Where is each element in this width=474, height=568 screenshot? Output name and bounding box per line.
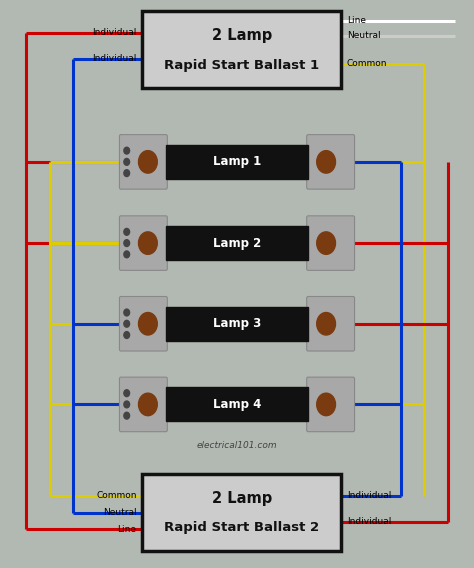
Text: 2 Lamp: 2 Lamp — [211, 491, 272, 506]
Circle shape — [124, 401, 129, 408]
FancyBboxPatch shape — [166, 307, 308, 341]
Circle shape — [124, 309, 129, 316]
FancyBboxPatch shape — [119, 135, 167, 189]
Circle shape — [317, 393, 336, 416]
Circle shape — [317, 232, 336, 254]
Circle shape — [124, 170, 129, 177]
Circle shape — [124, 390, 129, 396]
Text: 2 Lamp: 2 Lamp — [211, 28, 272, 43]
Text: Rapid Start Ballast 1: Rapid Start Ballast 1 — [164, 59, 319, 72]
FancyBboxPatch shape — [142, 474, 341, 551]
Text: Neutral: Neutral — [347, 31, 381, 40]
Circle shape — [317, 312, 336, 335]
Text: Individual: Individual — [347, 491, 392, 500]
FancyBboxPatch shape — [142, 11, 341, 88]
Circle shape — [124, 240, 129, 247]
Text: Common: Common — [96, 491, 137, 500]
Text: Line: Line — [118, 525, 137, 534]
Text: Lamp 4: Lamp 4 — [213, 398, 261, 411]
Circle shape — [317, 151, 336, 173]
FancyBboxPatch shape — [166, 145, 308, 179]
FancyBboxPatch shape — [307, 216, 355, 270]
Text: Individual: Individual — [347, 517, 392, 527]
Circle shape — [124, 147, 129, 154]
Circle shape — [124, 320, 129, 327]
Text: Common: Common — [347, 59, 387, 68]
Text: Line: Line — [347, 16, 366, 25]
FancyBboxPatch shape — [119, 216, 167, 270]
Text: Lamp 1: Lamp 1 — [213, 156, 261, 168]
Circle shape — [138, 232, 157, 254]
Text: Rapid Start Ballast 2: Rapid Start Ballast 2 — [164, 521, 319, 534]
Circle shape — [124, 412, 129, 419]
Circle shape — [124, 158, 129, 165]
Circle shape — [138, 151, 157, 173]
Circle shape — [124, 228, 129, 235]
FancyBboxPatch shape — [166, 226, 308, 260]
Circle shape — [124, 332, 129, 339]
Circle shape — [124, 251, 129, 258]
FancyBboxPatch shape — [307, 296, 355, 351]
Text: Neutral: Neutral — [103, 508, 137, 517]
Circle shape — [138, 393, 157, 416]
Text: Individual: Individual — [92, 55, 137, 64]
FancyBboxPatch shape — [166, 387, 308, 421]
Text: Lamp 3: Lamp 3 — [213, 318, 261, 330]
FancyBboxPatch shape — [119, 377, 167, 432]
FancyBboxPatch shape — [307, 135, 355, 189]
Text: electrical101.com: electrical101.com — [197, 441, 277, 450]
Text: Lamp 2: Lamp 2 — [213, 237, 261, 249]
Circle shape — [138, 312, 157, 335]
Text: Individual: Individual — [92, 28, 137, 37]
FancyBboxPatch shape — [307, 377, 355, 432]
FancyBboxPatch shape — [119, 296, 167, 351]
